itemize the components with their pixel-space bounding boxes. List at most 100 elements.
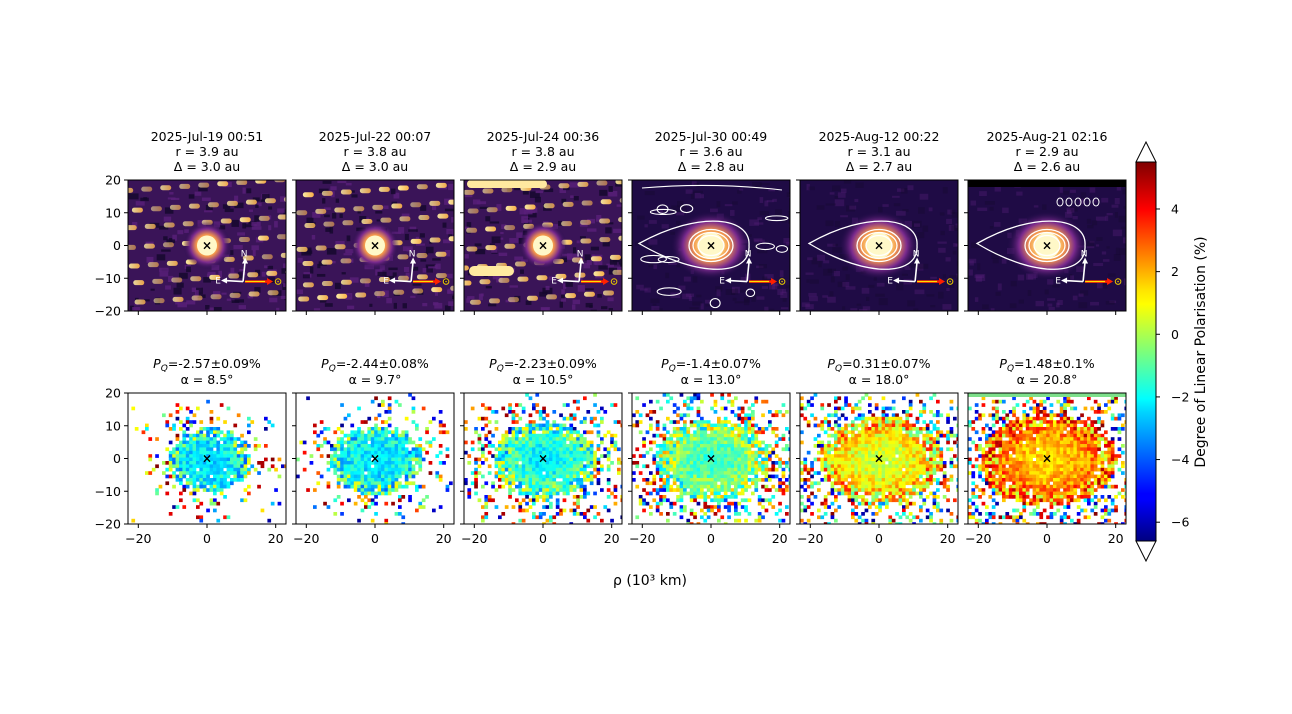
sun-icon — [1114, 278, 1122, 285]
x-tick-label: 20 — [940, 531, 956, 546]
x-tick-label: 20 — [268, 531, 284, 546]
x-tick-label: 0 — [875, 531, 883, 546]
compass-north-label: N — [241, 250, 248, 260]
sun-icon — [274, 278, 282, 285]
panel-date: 2025-Aug-12 00:22 — [819, 129, 940, 144]
sun-icon — [946, 278, 954, 285]
y-tick-label: 0 — [113, 238, 121, 253]
compass-east-label: E — [1055, 277, 1061, 287]
x-tick-label: −20 — [293, 531, 319, 546]
panel-geocentric-distance: Δ = 2.7 au — [846, 159, 912, 174]
nucleus-marker: × — [370, 239, 380, 253]
panel-phase-angle: α = 20.8° — [1017, 372, 1078, 387]
y-tick-label: 10 — [105, 418, 121, 433]
intensity-panel: × N E — [628, 179, 791, 315]
compass-north-label: N — [1081, 250, 1088, 260]
y-tick-label: −10 — [95, 484, 121, 499]
nucleus-marker: × — [202, 239, 212, 253]
panel-phase-angle: α = 9.7° — [349, 372, 402, 387]
colorbar-tick-label: 2 — [1171, 264, 1179, 279]
colorbar-tick-label: 4 — [1171, 201, 1179, 216]
panel-geocentric-distance: Δ = 3.0 au — [174, 159, 240, 174]
panel-polarisation-value: PQ=1.48±0.1% — [999, 356, 1094, 374]
nucleus-marker: × — [1042, 452, 1052, 466]
colorbar-tick-label: −4 — [1171, 452, 1189, 467]
x-tick-label: 20 — [772, 531, 788, 546]
y-tick-label: −10 — [95, 271, 121, 286]
panel-phase-angle: α = 18.0° — [849, 372, 910, 387]
panel-date: 2025-Jul-30 00:49 — [655, 129, 768, 144]
panel-phase-angle: α = 8.5° — [181, 372, 234, 387]
polarisation-panel: × −20 0 20 — [292, 392, 455, 546]
nucleus-marker: × — [874, 239, 884, 253]
colorbar-max-extend — [1135, 140, 1157, 163]
compass-east-label: E — [551, 277, 557, 287]
x-tick-label: 20 — [436, 531, 452, 546]
panel-geocentric-distance: Δ = 2.8 au — [678, 159, 744, 174]
intensity-panel: × N E 20 10 0 −10 −20 — [95, 173, 287, 319]
y-tick-label: 10 — [105, 205, 121, 220]
panel-heliocentric-distance: r = 2.9 au — [1016, 144, 1079, 159]
nucleus-marker: × — [706, 239, 716, 253]
panel-geocentric-distance: Δ = 3.0 au — [342, 159, 408, 174]
panel-geocentric-distance: Δ = 2.6 au — [1014, 159, 1080, 174]
y-tick-label: 0 — [113, 451, 121, 466]
x-tick-label: −20 — [629, 531, 655, 546]
polarisation-panel: × −20 0 20 20 10 0 −10 −20 — [95, 386, 287, 546]
intensity-panel: × N E — [292, 179, 455, 315]
panel-geocentric-distance: Δ = 2.9 au — [510, 159, 576, 174]
colorbar-tick-label: −2 — [1171, 389, 1189, 404]
x-tick-label: 0 — [1043, 531, 1051, 546]
y-tick-label: −20 — [95, 517, 121, 532]
colorbar: 4 2 0 −2 −4 −6 Degree of Linear Polarisation (… — [1135, 140, 1209, 563]
panel-date: 2025-Jul-19 00:51 — [151, 129, 264, 144]
x-tick-label: −20 — [461, 531, 487, 546]
panel-phase-angle: α = 10.5° — [513, 372, 574, 387]
sun-icon — [610, 278, 618, 285]
panel-date: 2025-Jul-22 00:07 — [319, 129, 432, 144]
colorbar-scale — [1135, 161, 1157, 542]
colorbar-tick-label: 0 — [1171, 327, 1179, 342]
panel-polarisation-value: PQ=-2.23±0.09% — [489, 356, 597, 374]
y-tick-label: 20 — [105, 386, 121, 401]
compass-north-label: N — [745, 250, 752, 260]
colorbar-label: Degree of Linear Polarisation (%) — [1193, 236, 1209, 467]
compass-east-label: E — [383, 277, 389, 287]
polarisation-panel: × −20 0 20 — [964, 392, 1127, 546]
compass-east-label: E — [719, 277, 725, 287]
panel-heliocentric-distance: r = 3.8 au — [344, 144, 407, 159]
panel-phase-angle: α = 13.0° — [681, 372, 742, 387]
nucleus-marker: × — [874, 452, 884, 466]
compass-north-label: N — [913, 250, 920, 260]
compass-north-label: N — [577, 250, 584, 260]
nucleus-marker: × — [538, 452, 548, 466]
nucleus-marker: × — [370, 452, 380, 466]
panel-heliocentric-distance: r = 3.9 au — [176, 144, 239, 159]
x-tick-label: 0 — [539, 531, 547, 546]
x-tick-label: 0 — [371, 531, 379, 546]
nucleus-marker: × — [706, 452, 716, 466]
intensity-panel: × N E — [796, 179, 959, 315]
colorbar-min-extend — [1135, 540, 1157, 563]
polarisation-panel: × −20 0 20 — [796, 392, 959, 546]
compass-east-label: E — [215, 277, 221, 287]
colorbar-tick-label: −6 — [1171, 515, 1189, 530]
nucleus-marker: × — [538, 239, 548, 253]
panel-heliocentric-distance: r = 3.6 au — [680, 144, 743, 159]
panel-polarisation-value: PQ=0.31±0.07% — [827, 356, 930, 374]
panel-heliocentric-distance: r = 3.8 au — [512, 144, 575, 159]
nucleus-marker: × — [1042, 239, 1052, 253]
panel-date: 2025-Jul-24 00:36 — [487, 129, 600, 144]
y-tick-label: 20 — [105, 173, 121, 188]
sun-icon — [778, 278, 786, 285]
x-tick-label: 20 — [604, 531, 620, 546]
polarisation-row: PQ=-2.57±0.09%α = 8.5° × −20 0 20 20 10 0 −10 −20… — [95, 356, 1127, 546]
x-tick-label: 0 — [707, 531, 715, 546]
compass-east-label: E — [887, 277, 893, 287]
panel-polarisation-value: PQ=-1.4±0.07% — [661, 356, 761, 374]
x-tick-label: −20 — [965, 531, 991, 546]
panel-date: 2025-Aug-21 02:16 — [987, 129, 1108, 144]
nucleus-marker: × — [202, 452, 212, 466]
compass-north-label: N — [409, 250, 416, 260]
